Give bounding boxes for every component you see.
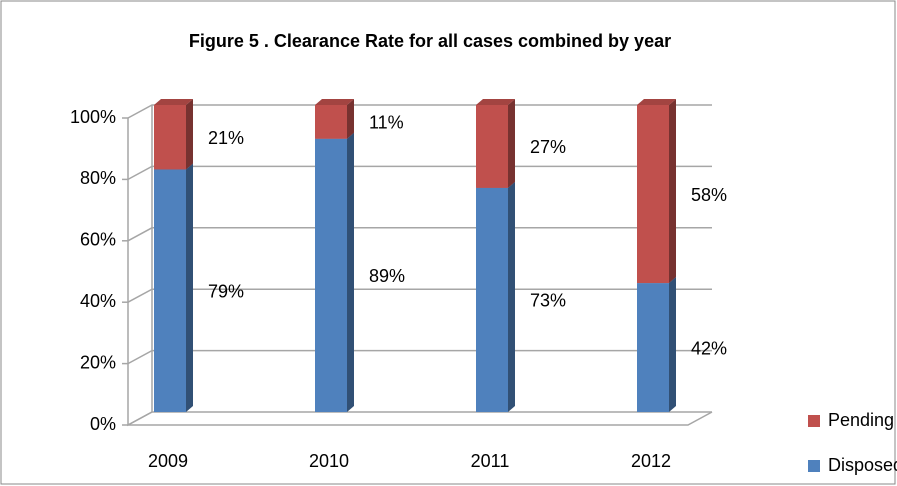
chart-title: Figure 5 . Clearance Rate for all cases … (189, 31, 671, 51)
y-tick-label: 100% (70, 107, 116, 127)
bar-top (315, 99, 354, 105)
data-label: 89% (369, 266, 405, 286)
x-tick-label: 2009 (148, 451, 188, 471)
data-label: 42% (691, 338, 727, 358)
y-tick-label: 40% (80, 291, 116, 311)
data-label: 79% (208, 281, 244, 301)
y-tick-label: 20% (80, 352, 116, 372)
bar (315, 105, 347, 139)
grid-line (127, 411, 712, 426)
data-label: 73% (530, 291, 566, 311)
bar (154, 105, 186, 170)
bar (476, 105, 508, 188)
grid-line (127, 288, 712, 303)
bar-side (186, 163, 193, 412)
bar-side (347, 99, 354, 139)
data-label: 27% (530, 137, 566, 157)
data-label: 21% (208, 128, 244, 148)
bar (154, 169, 186, 412)
bar (315, 138, 347, 412)
data-label: 11% (369, 113, 404, 133)
bar (637, 283, 669, 412)
bar-side (347, 132, 354, 412)
bar-top (476, 99, 515, 105)
grid-line (127, 104, 712, 119)
x-tick-label: 2010 (309, 451, 349, 471)
bar (476, 187, 508, 412)
bar-side (669, 99, 676, 284)
data-label: 58% (691, 185, 727, 205)
floor (128, 411, 713, 426)
grid-line (127, 165, 712, 181)
y-tick-label: 80% (80, 168, 116, 188)
bar (637, 105, 669, 284)
legend-swatch (808, 460, 820, 472)
grid-line (127, 227, 712, 242)
bar-top (637, 99, 676, 105)
bar-side (186, 99, 193, 170)
legend-label: Disposed (828, 455, 897, 475)
bar-top (154, 99, 193, 105)
grid-line (127, 349, 712, 365)
y-tick-label: 0% (90, 414, 116, 434)
x-tick-label: 2012 (631, 451, 671, 471)
bar-side (508, 99, 515, 188)
bar-side (508, 181, 515, 412)
bar-side (669, 277, 676, 412)
y-tick-label: 60% (80, 230, 116, 250)
legend-label: Pending (828, 410, 894, 430)
legend-swatch (808, 415, 820, 427)
x-tick-label: 2011 (471, 451, 510, 471)
